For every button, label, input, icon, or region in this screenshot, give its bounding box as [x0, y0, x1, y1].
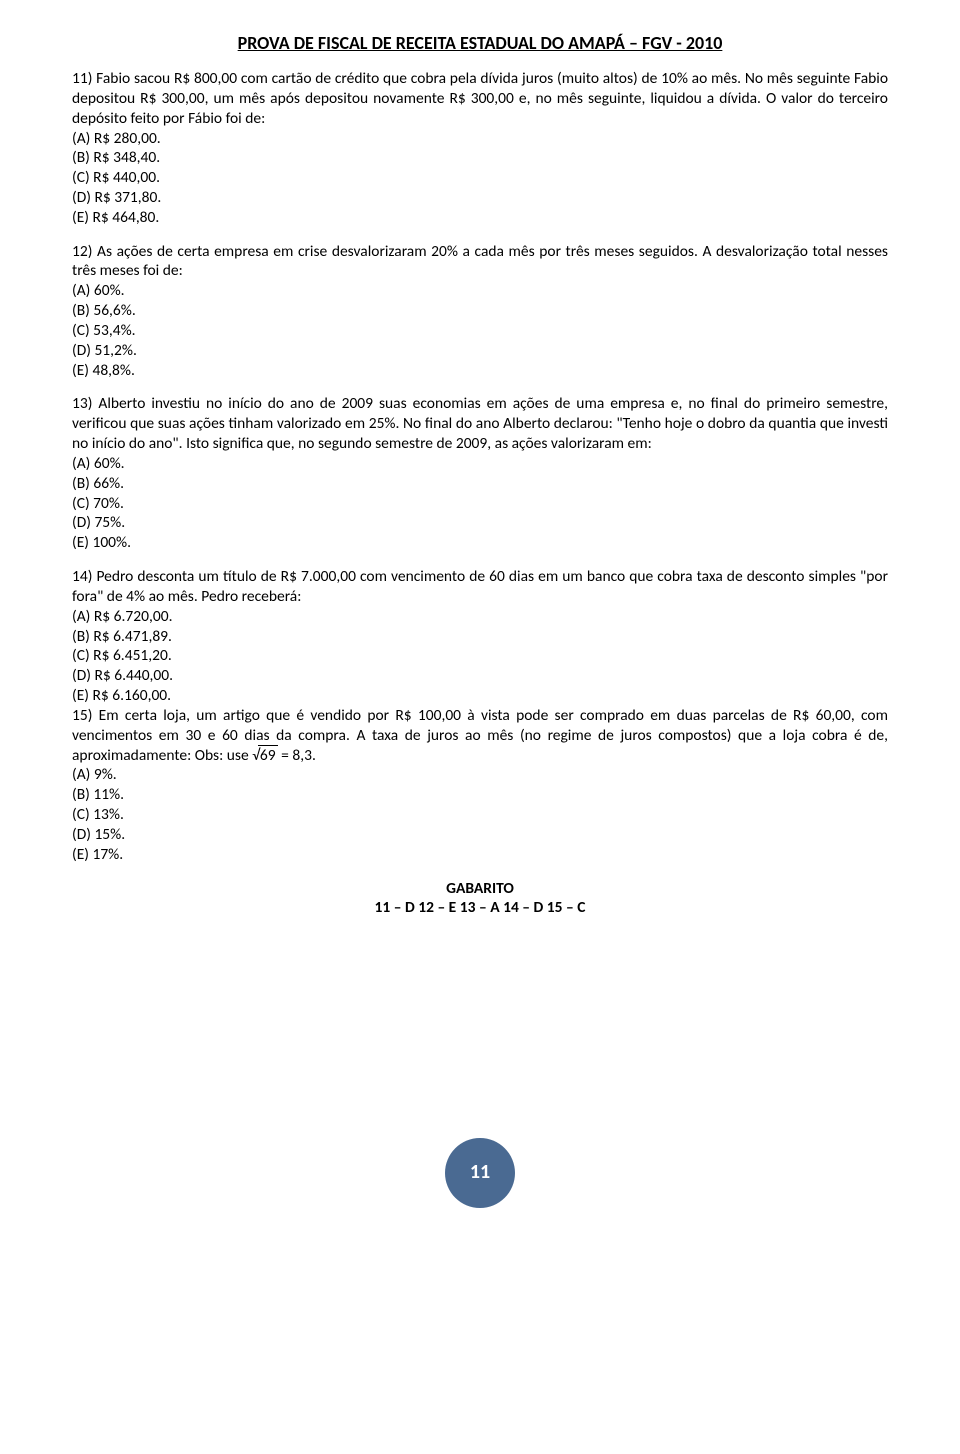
q15-opt-a: (A) 9%. [72, 765, 888, 785]
question-15: 15) Em certa loja, um artigo que é vendi… [72, 706, 888, 865]
q13-opt-b: (B) 66%. [72, 474, 888, 494]
q13-opt-a: (A) 60%. [72, 454, 888, 474]
q14-opt-d: (D) R$ 6.440,00. [72, 666, 888, 686]
q15-sqrt-val: 69 [258, 745, 278, 765]
q14-opt-b: (B) R$ 6.471,89. [72, 627, 888, 647]
page-number-badge: 11 [445, 1138, 515, 1208]
q12-opt-e: (E) 48,8%. [72, 361, 888, 381]
q14-opt-c: (C) R$ 6.451,20. [72, 646, 888, 666]
question-13: 13) Alberto investiu no início do ano de… [72, 394, 888, 553]
q14-text: 14) Pedro desconta um título de R$ 7.000… [72, 567, 888, 607]
q15-opt-e: (E) 17%. [72, 845, 888, 865]
q15-text-after: = 8,3. [278, 746, 316, 765]
q11-opt-b: (B) R$ 348,40. [72, 148, 888, 168]
question-11: 11) Fabio sacou R$ 800,00 com cartão de … [72, 69, 888, 228]
sqrt-icon: 69 [252, 746, 277, 766]
gabarito-label: GABARITO [72, 879, 888, 899]
q13-opt-d: (D) 75%. [72, 513, 888, 533]
q15-text: 15) Em certa loja, um artigo que é vendi… [72, 706, 888, 765]
q15-opt-d: (D) 15%. [72, 825, 888, 845]
question-14: 14) Pedro desconta um título de R$ 7.000… [72, 567, 888, 706]
q12-opt-b: (B) 56,6%. [72, 301, 888, 321]
q11-text: 11) Fabio sacou R$ 800,00 com cartão de … [72, 69, 888, 128]
q15-text-before: 15) Em certa loja, um artigo que é vendi… [72, 706, 888, 765]
q12-opt-d: (D) 51,2%. [72, 341, 888, 361]
q12-opt-c: (C) 53,4%. [72, 321, 888, 341]
q15-opt-b: (B) 11%. [72, 785, 888, 805]
q11-opt-d: (D) R$ 371,80. [72, 188, 888, 208]
q12-text: 12) As ações de certa empresa em crise d… [72, 242, 888, 282]
q13-opt-e: (E) 100%. [72, 533, 888, 553]
q11-opt-a: (A) R$ 280,00. [72, 129, 888, 149]
q15-opt-c: (C) 13%. [72, 805, 888, 825]
q11-opt-c: (C) R$ 440,00. [72, 168, 888, 188]
q13-opt-c: (C) 70%. [72, 494, 888, 514]
q12-opt-a: (A) 60%. [72, 281, 888, 301]
q13-text: 13) Alberto investiu no início do ano de… [72, 394, 888, 453]
q11-opt-e: (E) R$ 464,80. [72, 208, 888, 228]
page-title: PROVA DE FISCAL DE RECEITA ESTADUAL DO A… [72, 32, 888, 55]
q14-opt-a: (A) R$ 6.720,00. [72, 607, 888, 627]
q14-opt-e: (E) R$ 6.160,00. [72, 686, 888, 706]
question-12: 12) As ações de certa empresa em crise d… [72, 242, 888, 381]
gabarito-line: 11 – D 12 – E 13 – A 14 – D 15 – C [72, 898, 888, 918]
